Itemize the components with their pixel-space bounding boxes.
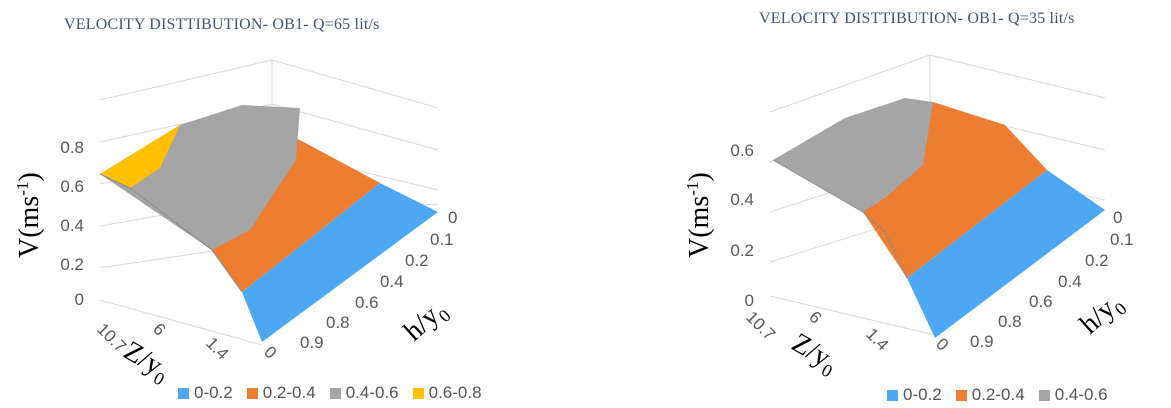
legend-item: 0.6-0.8 [412, 383, 482, 403]
y-ticks: 0 0.1 0.2 0.4 0.6 0.8 0.9 [300, 208, 457, 352]
band-0-0.2 [907, 170, 1105, 338]
z-tick-label: 0.6 [60, 177, 84, 196]
surface [772, 98, 1105, 338]
legend-item: 0-0.2 [887, 385, 942, 405]
chart-title: VELOCITY DISTTIBUTION- OB1- Q=35 lit/s [759, 10, 1075, 27]
x-axis-title: Z/y0 [785, 327, 844, 381]
chart-panel-right: VELOCITY DISTTIBUTION- OB1- Q=35 lit/s 0… [585, 0, 1171, 408]
x-tick-label: 1.4 [862, 324, 892, 354]
y-tick-label: 0 [448, 208, 457, 227]
y-tick-label: 0.2 [405, 251, 429, 270]
legend-swatch [329, 387, 341, 399]
chart-title: VELOCITY DISTTIBUTION- OB1- Q=65 lit/s [64, 16, 380, 33]
legend-item: 0.4-0.6 [329, 383, 399, 403]
band-0.4-0.6 [100, 105, 300, 250]
legend-swatch [887, 389, 898, 401]
surface-plot-right: 0 0.2 0.4 0.6 10.7 6 1.4 0 0 0.1 0.2 0.4… [683, 54, 1134, 381]
grid-line [769, 54, 931, 113]
legend-swatch [178, 387, 189, 399]
axis-line [99, 299, 263, 346]
y-tick-label: 0.8 [326, 313, 350, 332]
z-tick-label: 0.4 [60, 216, 84, 235]
z-tick-label: 0.2 [60, 255, 84, 274]
axis-line [769, 295, 936, 336]
z-ticks: 0 0.2 0.4 0.6 [730, 141, 754, 310]
band-0-0.2 [242, 183, 438, 342]
legend-label: 0.6-0.8 [428, 383, 482, 402]
legend-label: 0.2-0.4 [971, 385, 1025, 404]
grid-line [929, 54, 1106, 99]
y-axis-title: h/y0 [1074, 287, 1131, 343]
x-tick-label: 6 [805, 307, 825, 327]
surface-edge [99, 173, 243, 293]
y-tick-label: 0.9 [970, 332, 994, 351]
x-tick-label: 10.7 [742, 307, 779, 344]
y-tick-label: 0.4 [1058, 272, 1082, 291]
surface-plot-left: 0 0.2 0.4 0.6 0.8 10.7 6 1.4 0 0 0.1 0.2… [13, 59, 457, 389]
x-tick-label: 1.4 [202, 333, 232, 363]
legend-swatch [246, 387, 258, 399]
y-tick-label: 0.8 [998, 312, 1022, 331]
legend: 0-0.2 0.2-0.4 0.4-0.6 0.6-0.8 [178, 383, 482, 403]
surface [99, 105, 438, 342]
legend-item: 0-0.2 [178, 383, 233, 403]
band-0.6-0.8 [100, 125, 180, 188]
band-0.2-0.4 [212, 138, 380, 292]
z-axis-title: V(ms-1) [13, 172, 45, 258]
y-tick-label: 0.6 [355, 293, 379, 312]
legend-label: 0-0.2 [903, 385, 942, 404]
y-tick-label: 0.1 [1110, 230, 1134, 249]
y-tick-label: 0.6 [1029, 292, 1053, 311]
grid-line [99, 59, 273, 101]
z-tick-label: 0.8 [60, 138, 84, 157]
legend-label: 0-0.2 [194, 383, 233, 402]
surface-edge [772, 159, 908, 279]
z-tick-label: 0.6 [730, 141, 754, 160]
grid-line [271, 59, 439, 109]
z-tick-label: 0.2 [730, 241, 754, 260]
legend-item: 0.4-0.6 [1038, 385, 1108, 405]
y-axis-title: h/y0 [398, 294, 455, 350]
y-tick-label: 0.4 [380, 272, 404, 291]
z-ticks: 0 0.2 0.4 0.6 0.8 [60, 138, 84, 309]
z-tick-label: 0 [75, 290, 84, 309]
y-tick-label: 0 [1113, 208, 1122, 227]
y-tick-label: 0.2 [1085, 251, 1109, 270]
band-0.4-0.6 [773, 98, 933, 212]
legend-swatch [412, 387, 424, 399]
legend-swatch [1038, 389, 1050, 401]
legend-item: 0.2-0.4 [246, 383, 316, 403]
y-tick-label: 0.9 [300, 333, 324, 352]
z-axis-title: V(ms-1) [683, 172, 715, 258]
x-tick-label: 0 [260, 342, 280, 362]
legend-item: 0.2-0.4 [955, 385, 1025, 405]
chart-panel-left: VELOCITY DISTTIBUTION- OB1- Q=65 lit/s 0… [0, 0, 585, 408]
y-tick-label: 0.1 [430, 230, 454, 249]
legend-label: 0.2-0.4 [262, 383, 316, 402]
legend-swatch [955, 389, 967, 401]
legend: 0-0.2 0.2-0.4 0.4-0.6 [887, 385, 1108, 405]
z-tick-label: 0 [745, 291, 754, 310]
y-ticks: 0 0.1 0.2 0.4 0.6 0.8 0.9 [970, 208, 1134, 351]
z-tick-label: 0.4 [730, 190, 754, 209]
x-tick-label: 6 [149, 319, 169, 339]
legend-label: 0.4-0.6 [1054, 385, 1108, 404]
legend-label: 0.4-0.6 [345, 383, 399, 402]
